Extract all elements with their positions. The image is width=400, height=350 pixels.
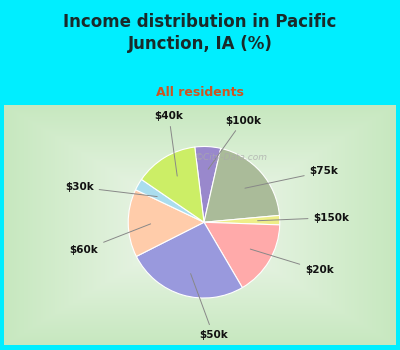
Wedge shape <box>142 147 204 222</box>
Wedge shape <box>128 190 204 257</box>
Wedge shape <box>136 180 204 222</box>
Text: $75k: $75k <box>245 167 338 188</box>
Text: $100k: $100k <box>208 116 261 169</box>
Text: All residents: All residents <box>156 86 244 99</box>
Text: $150k: $150k <box>258 213 350 223</box>
Wedge shape <box>195 147 221 222</box>
Text: Income distribution in Pacific
Junction, IA (%): Income distribution in Pacific Junction,… <box>63 13 337 53</box>
Text: $40k: $40k <box>154 111 183 176</box>
Text: $60k: $60k <box>70 224 150 255</box>
Text: $50k: $50k <box>191 274 228 340</box>
Wedge shape <box>136 222 242 298</box>
Wedge shape <box>204 222 280 288</box>
Text: $20k: $20k <box>250 249 334 275</box>
Text: $30k: $30k <box>65 182 157 197</box>
Text: ©City-Data.com: ©City-Data.com <box>195 153 268 162</box>
Wedge shape <box>204 148 280 222</box>
Wedge shape <box>204 215 280 225</box>
